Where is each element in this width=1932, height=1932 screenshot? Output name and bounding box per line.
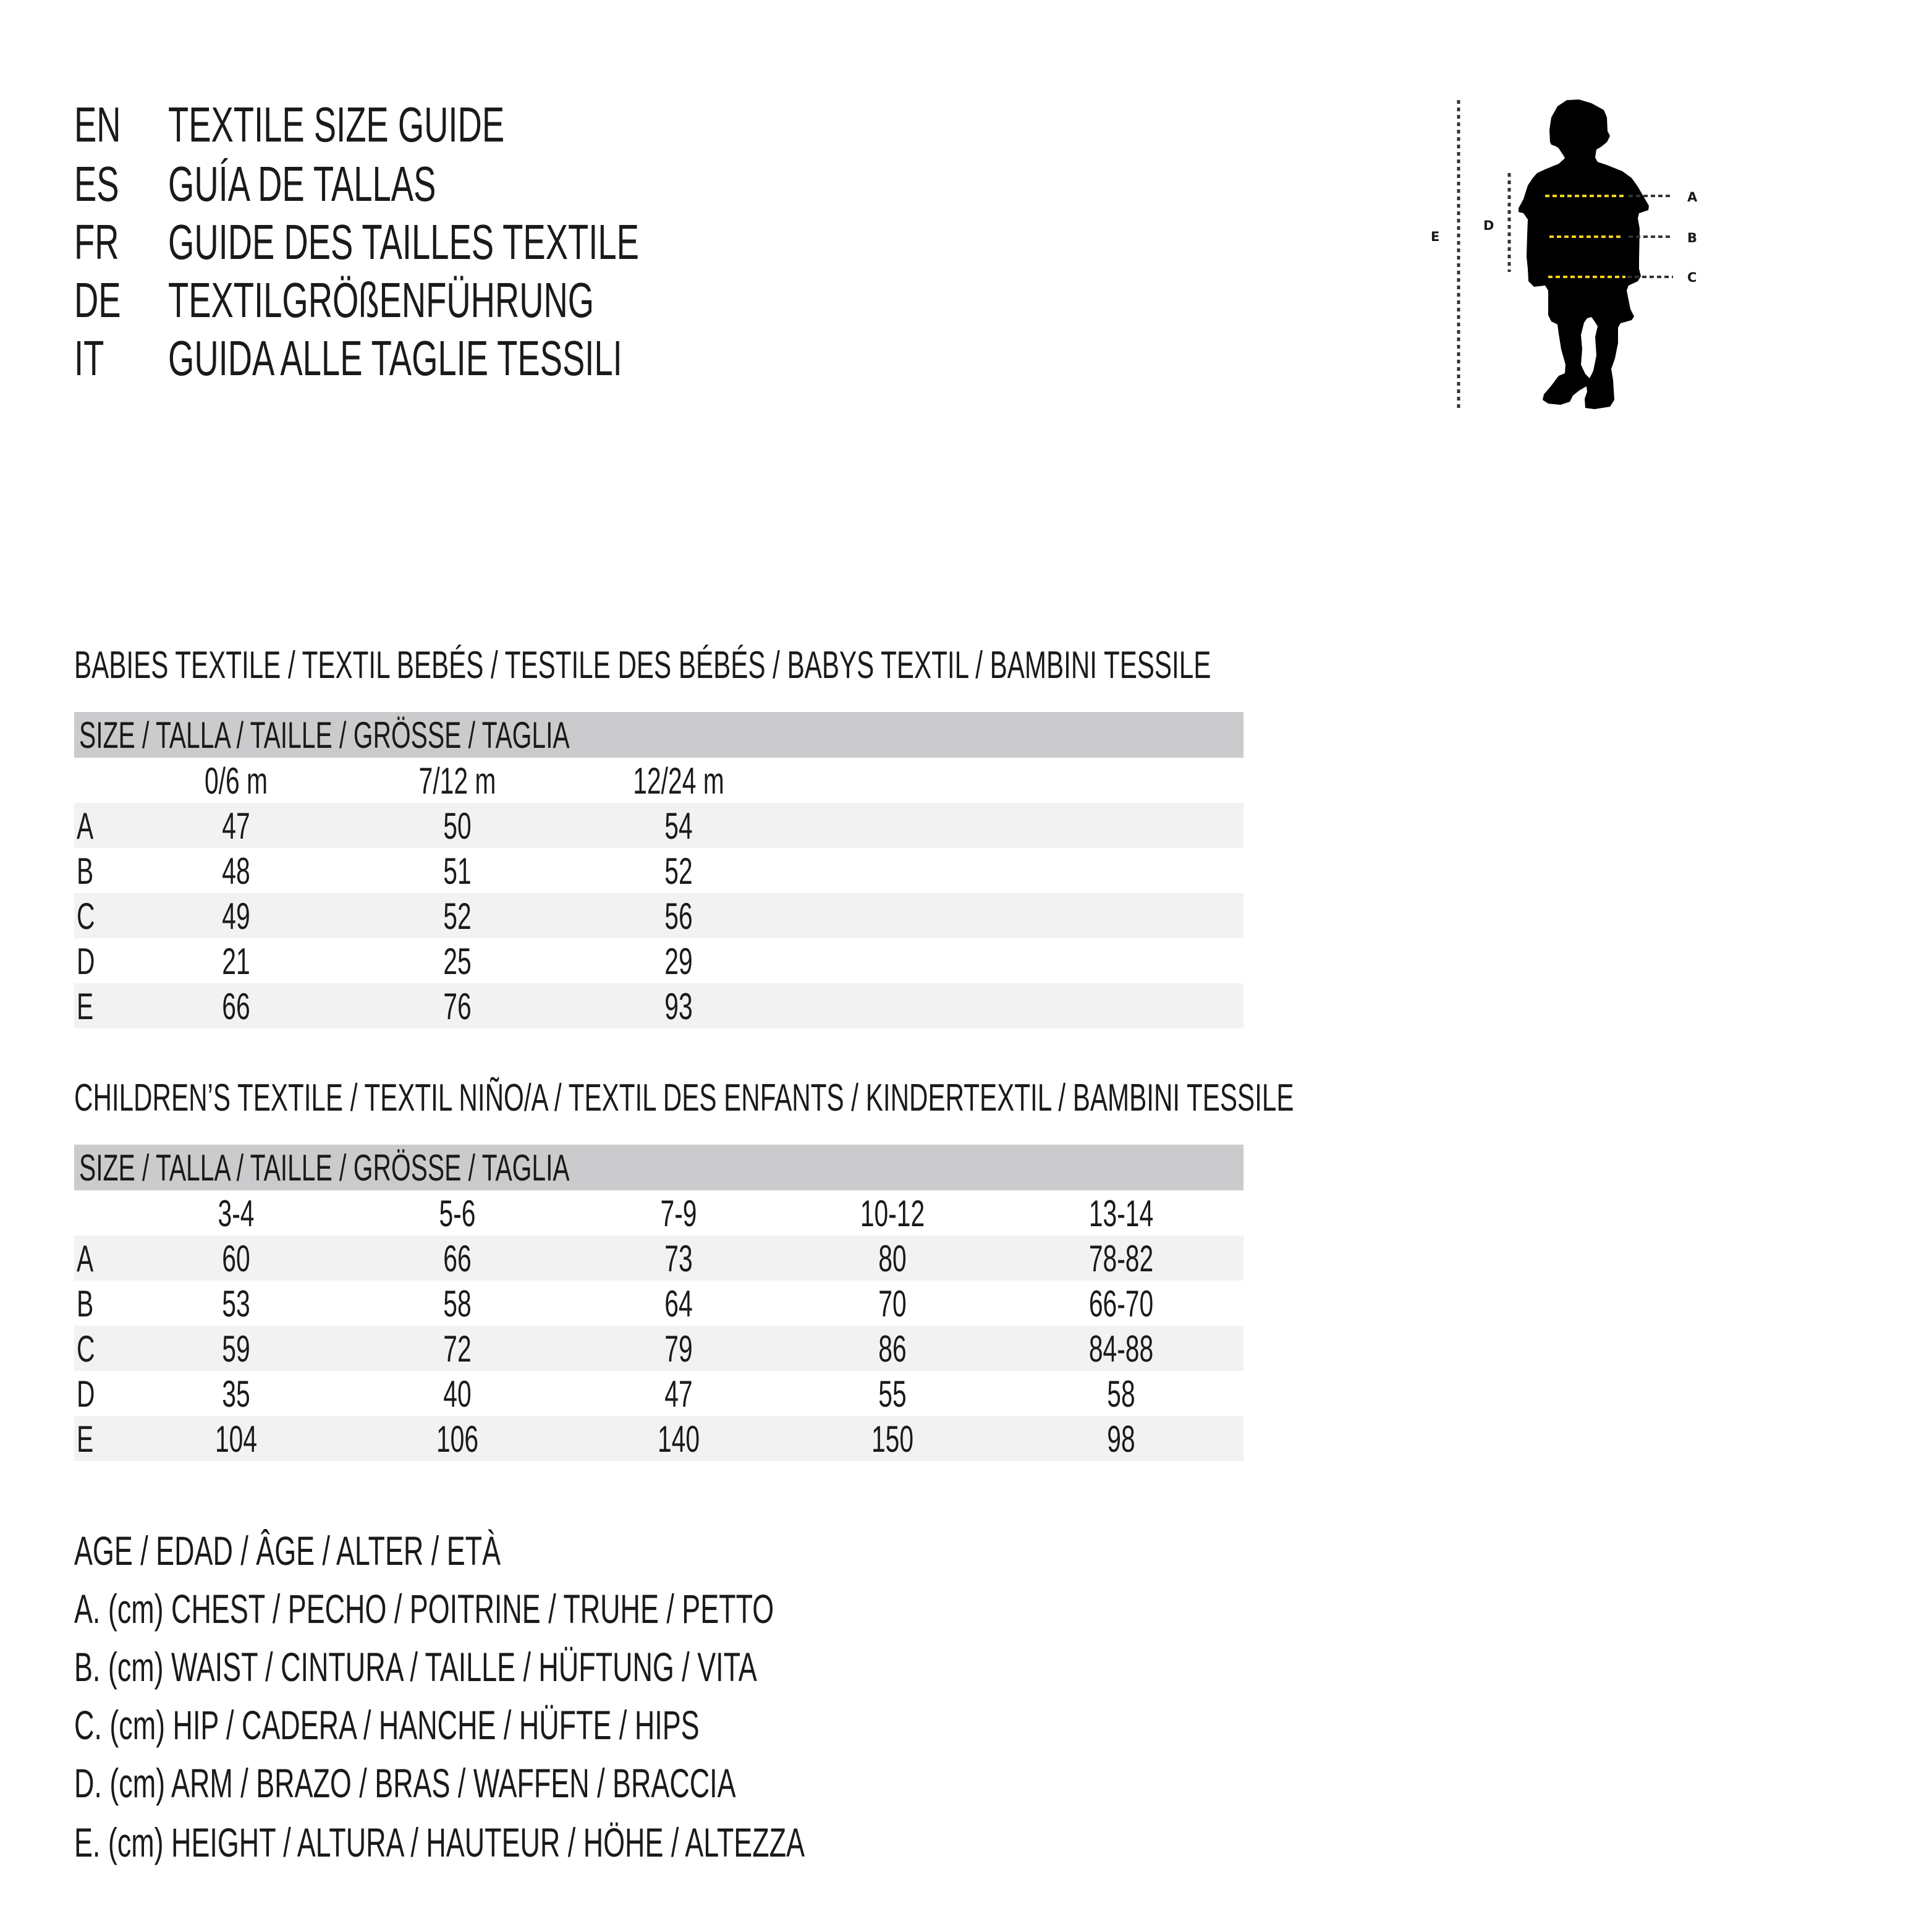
table-cell: 64 [664,1283,693,1324]
row-label: A [77,805,94,847]
table-row: A 60 66 73 80 78-82 [74,1235,1244,1281]
legend-item: A. (cm) CHEST / PECHO / POITRINE / TRUHE… [74,1586,774,1632]
table-cell: 51 [443,850,472,892]
table-row: E 104 106 140 150 98 [74,1416,1244,1461]
table-cell: 56 [664,896,693,937]
table-row: C 49 52 56 [74,893,1244,938]
label-e: E [1431,229,1439,244]
table-cell: 59 [222,1328,250,1370]
table-cell: 47 [222,805,250,847]
language-code: DE [74,273,121,328]
row-label: C [77,896,95,937]
table-cell: 53 [222,1283,250,1324]
column-header-row: 0/6 m 7/12 m 12/24 m [74,758,1244,803]
label-a: A [1687,190,1698,205]
column-header: 7/12 m [418,760,496,802]
legend-item: E. (cm) HEIGHT / ALTURA / HAUTEUR / HÖHE… [74,1820,805,1865]
table-row: B 48 51 52 [74,848,1244,893]
column-header: 5-6 [439,1193,476,1234]
language-code: EN [74,97,121,152]
table-row: D 35 40 47 55 58 [74,1371,1244,1416]
language-code: ES [74,156,119,211]
table-cell: 58 [443,1283,472,1324]
column-header: 0/6 m [204,760,268,802]
table-cell: 52 [443,896,472,937]
row-label: A [77,1238,94,1279]
table-cell: 70 [878,1283,907,1324]
table-cell: 93 [664,986,693,1027]
table-cell: 78-82 [1088,1238,1154,1279]
language-code: IT [74,331,104,386]
row-label: E [77,986,94,1027]
row-label: B [77,850,94,892]
children-section-title: CHILDREN’S TEXTILE / TEXTIL NIÑO/A / TEX… [74,1077,1294,1119]
child-silhouette-icon [1519,100,1649,409]
column-header: 12/24 m [633,760,724,802]
table-cell: 150 [871,1418,914,1460]
table-cell: 104 [214,1418,258,1460]
legend-item: D. (cm) ARM / BRAZO / BRAS / WAFFEN / BR… [74,1760,736,1806]
table-cell: 66 [443,1238,472,1279]
child-silhouette-diagram: A B C D E [1431,100,1698,411]
table-cell: 58 [1107,1373,1135,1415]
size-header-bar: SIZE / TALLA / TAILLE / GRÖSSE / TAGLIA [74,1145,1244,1190]
table-row: E 66 76 93 [74,983,1244,1028]
table-row: A 47 50 54 [74,803,1244,848]
babies-section-title: BABIES TEXTILE / TEXTIL BEBÉS / TESTILE … [74,644,1211,687]
table-cell: 73 [664,1238,693,1279]
row-label: C [77,1328,95,1370]
legend-item: C. (cm) HIP / CADERA / HANCHE / HÜFTE / … [74,1702,700,1748]
table-row: B 53 58 64 70 66-70 [74,1281,1244,1326]
table-cell: 66 [222,986,250,1027]
guide-title: TEXTILE SIZE GUIDE [168,97,505,152]
column-header: 7-9 [660,1193,697,1234]
column-header: 3-4 [218,1193,255,1234]
legend-item: B. (cm) WAIST / CINTURA / TAILLE / HÜFTU… [74,1644,757,1690]
table-cell: 86 [878,1328,907,1370]
table-cell: 72 [443,1328,472,1370]
table-cell: 25 [443,941,472,982]
table-cell: 48 [222,850,250,892]
table-row: D 21 25 29 [74,938,1244,983]
table-cell: 52 [664,850,693,892]
column-header: 10-12 [860,1193,925,1234]
table-cell: 35 [222,1373,250,1415]
table-cell: 60 [222,1238,250,1279]
label-b: B [1687,231,1697,245]
size-header-bar: SIZE / TALLA / TAILLE / GRÖSSE / TAGLIA [74,712,1244,758]
row-label: B [77,1283,94,1324]
row-label: D [77,1373,95,1415]
guide-title: GUÍA DE TALLAS [168,156,436,211]
guide-title: GUIDA ALLE TAGLIE TESSILI [168,331,622,386]
table-cell: 29 [664,941,693,982]
table-cell: 66-70 [1088,1283,1154,1324]
table-cell: 84-88 [1088,1328,1154,1370]
language-code: FR [74,214,119,269]
size-header-label: SIZE / TALLA / TAILLE / GRÖSSE / TAGLIA [79,1147,570,1188]
label-c: C [1687,270,1697,285]
table-cell: 50 [443,805,472,847]
table-row: C 59 72 79 86 84-88 [74,1326,1244,1371]
table-cell: 140 [657,1418,700,1460]
table-cell: 40 [443,1373,472,1415]
table-cell: 76 [443,986,472,1027]
size-header-label: SIZE / TALLA / TAILLE / GRÖSSE / TAGLIA [79,714,570,756]
table-cell: 79 [664,1328,693,1370]
table-cell: 80 [878,1238,907,1279]
guide-title: GUIDE DES TAILLES TEXTILE [168,214,639,269]
column-header: 13-14 [1088,1193,1154,1234]
table-cell: 21 [222,941,250,982]
guide-title: TEXTILGRÖßENFÜHRUNG [168,273,595,328]
column-header-row: 3-4 5-6 7-9 10-12 13-14 [74,1190,1244,1235]
table-cell: 47 [664,1373,693,1415]
table-cell: 49 [222,896,250,937]
row-label: E [77,1418,94,1460]
table-cell: 55 [878,1373,907,1415]
row-label: D [77,941,95,982]
legend-item: AGE / EDAD / ÂGE / ALTER / ETÀ [74,1528,501,1574]
label-d: D [1483,218,1494,233]
table-cell: 98 [1107,1418,1135,1460]
table-cell: 54 [664,805,693,847]
table-cell: 106 [436,1418,479,1460]
